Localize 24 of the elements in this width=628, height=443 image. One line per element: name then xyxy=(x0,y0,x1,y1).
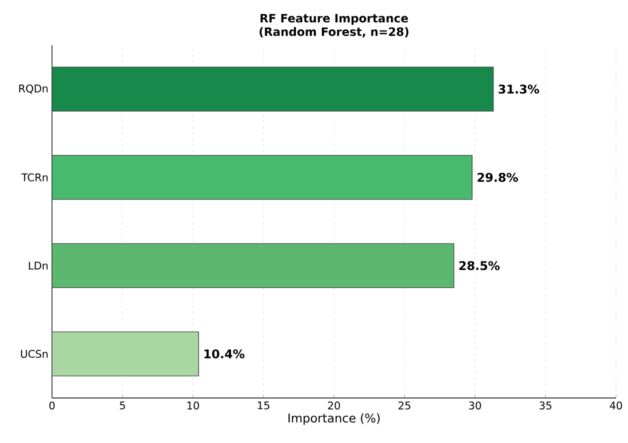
x-axis-title: Importance (%) xyxy=(288,413,380,425)
x-tick-label: 10 xyxy=(187,402,199,410)
y-tick-label: RQDn xyxy=(19,84,48,94)
x-tick-label: 35 xyxy=(540,402,552,410)
x-tick-label: 40 xyxy=(610,402,622,410)
chart-title: RF Feature Importance xyxy=(260,14,408,25)
data-label: 10.4% xyxy=(204,349,244,358)
y-tick-label: TCRn xyxy=(21,173,48,182)
data-label: 29.8% xyxy=(478,172,518,182)
chart-subtitle: (Random Forest, n=28) xyxy=(260,27,408,38)
bar xyxy=(52,243,454,288)
x-tick-label: 20 xyxy=(328,402,340,410)
bar xyxy=(52,331,199,376)
x-tick-label: 25 xyxy=(398,402,410,410)
data-label: 31.3% xyxy=(498,84,540,94)
x-tick-label: 15 xyxy=(258,402,270,410)
y-tick-label: UCSn xyxy=(21,350,48,358)
bar xyxy=(52,66,494,112)
data-label: 28.5% xyxy=(459,261,500,270)
x-tick-label: 5 xyxy=(120,402,125,410)
x-tick-label: 0 xyxy=(49,402,55,410)
x-tick-label: 30 xyxy=(469,402,481,410)
y-tick-label: LDn xyxy=(28,262,48,270)
bar xyxy=(52,154,473,200)
